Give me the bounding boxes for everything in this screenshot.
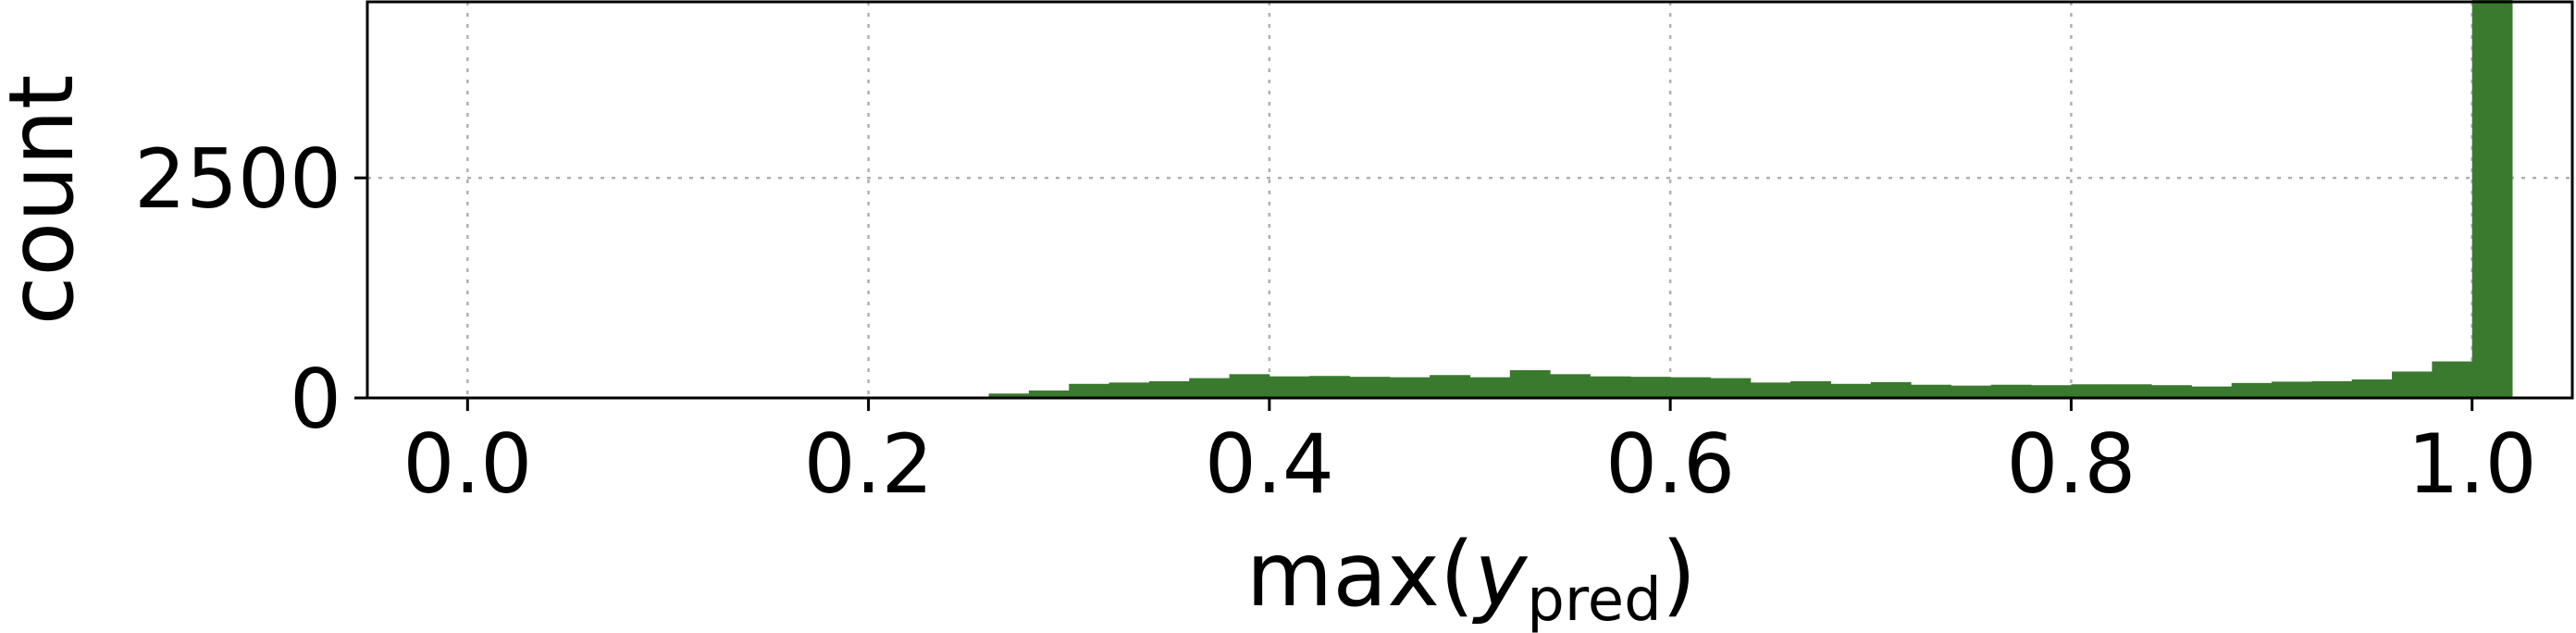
histogram-bar bbox=[1830, 383, 1872, 398]
histogram-bar bbox=[1269, 376, 1310, 398]
histogram-bar bbox=[1069, 383, 1110, 398]
x-axis-label-var: y bbox=[1471, 523, 1528, 627]
histogram-bar bbox=[1951, 385, 1992, 398]
histogram-bar bbox=[1189, 378, 1231, 398]
x-axis-label-main: max( bbox=[1246, 523, 1475, 627]
histogram-bar bbox=[1430, 375, 1470, 398]
histogram-bar bbox=[1590, 376, 1631, 398]
histogram-bar bbox=[1990, 384, 2032, 398]
histogram-bar bbox=[2471, 0, 2513, 398]
histogram-bar bbox=[1108, 382, 1150, 398]
histogram-bar bbox=[2031, 385, 2072, 398]
plot-frame bbox=[365, 0, 2574, 400]
x-tick-label: 0.2 bbox=[804, 416, 934, 512]
histogram-bar bbox=[2231, 382, 2273, 398]
x-axis-ticks: 0.0 0.2 0.4 0.6 0.8 1.0 bbox=[402, 398, 2537, 512]
histogram-bar bbox=[2351, 379, 2393, 398]
histogram-bar bbox=[1349, 377, 1391, 398]
histogram-bar bbox=[2191, 386, 2233, 398]
grid-lines bbox=[367, 2, 2572, 398]
y-axis-label: count bbox=[0, 75, 93, 326]
histogram-bar bbox=[1028, 390, 1070, 398]
histogram-bar bbox=[1550, 374, 1591, 398]
histogram-bar bbox=[1911, 384, 1951, 398]
histogram-bar bbox=[1710, 378, 1752, 398]
histogram-bar bbox=[1750, 382, 1791, 398]
histogram-bar bbox=[1309, 376, 1351, 398]
histogram-bars bbox=[948, 0, 2513, 398]
histogram-bar bbox=[1469, 377, 1511, 398]
histogram-bar bbox=[2111, 384, 2152, 398]
x-tick-label: 1.0 bbox=[2408, 416, 2537, 512]
histogram-bar bbox=[2272, 381, 2312, 398]
histogram-bar bbox=[1389, 377, 1430, 398]
histogram-bar bbox=[2432, 361, 2473, 398]
x-tick-label: 0.8 bbox=[2006, 416, 2136, 512]
histogram-bar bbox=[2392, 371, 2433, 398]
y-tick-label: 2500 bbox=[134, 131, 341, 227]
x-tick-label: 0.6 bbox=[1605, 416, 1735, 512]
histogram-bar bbox=[1148, 380, 1190, 398]
x-axis-label-close: ) bbox=[1662, 523, 1696, 627]
y-axis-ticks: 0 2500 bbox=[134, 131, 367, 447]
x-axis-label: max(ypred) bbox=[1246, 523, 1696, 633]
histogram-bar bbox=[2071, 384, 2112, 398]
x-axis-label-sub: pred bbox=[1527, 566, 1662, 633]
histogram-bar bbox=[1670, 377, 1711, 398]
y-tick-label: 0 bbox=[290, 352, 341, 447]
x-tick-label: 0.4 bbox=[1205, 416, 1334, 512]
histogram-bar bbox=[2151, 385, 2192, 398]
histogram-bar bbox=[1509, 370, 1551, 398]
histogram-bar bbox=[2311, 380, 2353, 398]
x-tick-label: 0.0 bbox=[402, 416, 532, 512]
histogram-bar bbox=[1629, 377, 1671, 398]
histogram-bar bbox=[1870, 381, 1912, 398]
histogram-bar bbox=[1229, 374, 1270, 398]
histogram-bar bbox=[1790, 380, 1831, 398]
histogram-bar bbox=[988, 393, 1030, 398]
